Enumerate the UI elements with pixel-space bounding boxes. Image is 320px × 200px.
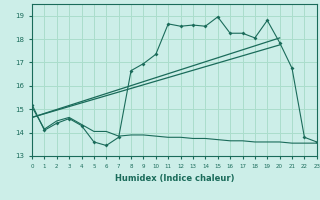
X-axis label: Humidex (Indice chaleur): Humidex (Indice chaleur) bbox=[115, 174, 234, 183]
